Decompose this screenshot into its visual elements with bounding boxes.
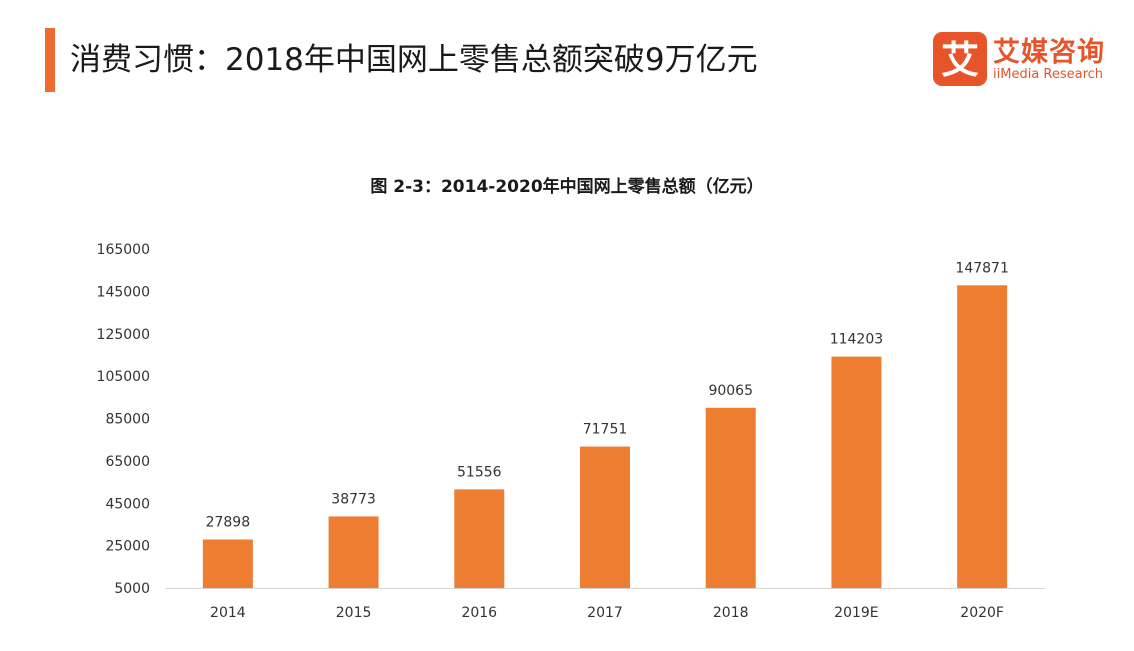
y-tick-label: 25000 — [105, 539, 150, 555]
data-label-2019E: 114203 — [830, 332, 883, 348]
bar-2017 — [580, 446, 630, 588]
y-tick-label: 85000 — [105, 412, 150, 428]
logo-mark-icon: 艾 — [933, 32, 987, 86]
x-axis: 2014 2015 2016 2017 2018 2019E 2020F — [210, 605, 1004, 621]
x-tick-label-2020F: 2020F — [960, 605, 1004, 621]
x-tick-label-2015: 2015 — [336, 605, 372, 621]
bar-series: 27898 38773 51556 71751 90065 114203 147871 — [202, 260, 1009, 588]
data-label-2018: 90065 — [708, 383, 753, 399]
logo-name-cn: 艾媒咨询 — [993, 37, 1105, 68]
data-label-2017: 71751 — [583, 422, 628, 438]
data-label-2014: 27898 — [206, 514, 251, 530]
page-title: 消费习惯：2018年中国网上零售总额突破9万亿元 — [70, 42, 758, 78]
x-tick-label-2018: 2018 — [713, 605, 749, 621]
y-tick-label: 105000 — [97, 369, 150, 385]
data-label-2015: 38773 — [331, 491, 376, 507]
bar-2018 — [705, 407, 756, 588]
bar-2015 — [328, 516, 379, 588]
y-tick-label: 165000 — [97, 242, 150, 258]
data-label-2016: 51556 — [457, 464, 502, 480]
y-tick-label: 125000 — [97, 327, 150, 343]
y-tick-label: 5000 — [114, 581, 150, 597]
x-tick-label-2016: 2016 — [461, 605, 497, 621]
data-label-2020F: 147871 — [955, 260, 1008, 276]
logo-name-en: iiMedia Research — [993, 67, 1104, 82]
x-tick-label-2017: 2017 — [587, 605, 623, 621]
y-tick-label: 45000 — [105, 496, 150, 512]
y-tick-label: 145000 — [97, 284, 150, 300]
bar-2019E — [831, 356, 882, 588]
y-axis: 5000 25000 45000 65000 85000 105000 125000 1450… — [97, 242, 150, 597]
bar-2014 — [202, 539, 253, 588]
logo-mark-glyph: 艾 — [941, 38, 979, 82]
bar-2020F — [957, 285, 1008, 588]
x-tick-label-2019E: 2019E — [834, 605, 878, 621]
y-tick-label: 65000 — [105, 454, 150, 470]
x-tick-label-2014: 2014 — [210, 605, 246, 621]
chart-title: 图 2-3：2014-2020年中国网上零售总额（亿元） — [370, 177, 764, 197]
bar-2016 — [454, 489, 505, 588]
title-accent-bar — [45, 28, 55, 92]
iimedia-logo: 艾 艾媒咨询 iiMedia Research — [933, 30, 1118, 86]
